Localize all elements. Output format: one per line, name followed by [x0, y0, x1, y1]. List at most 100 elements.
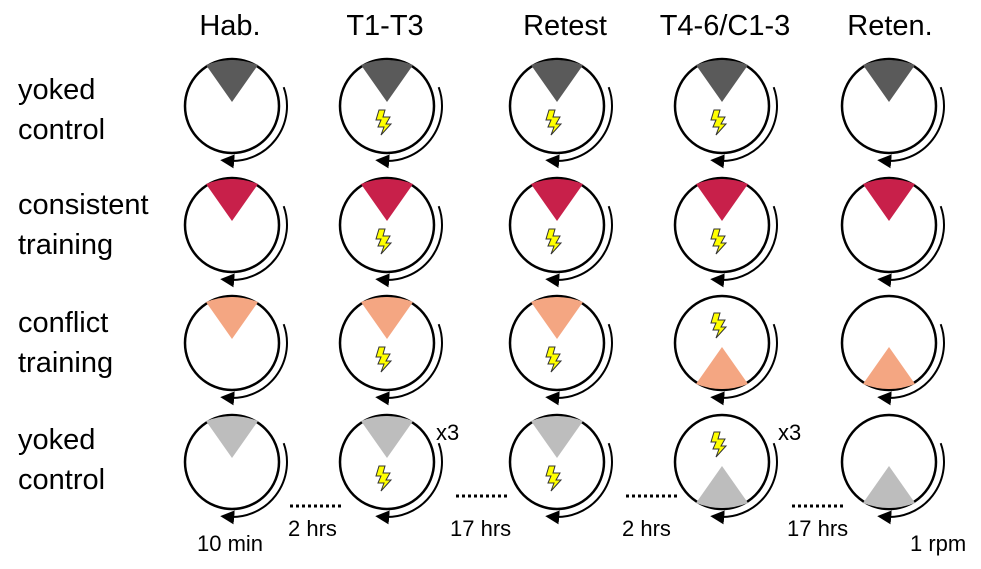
- arena-r1-c4: [673, 57, 778, 169]
- duration-gap-1: 2 hrs: [288, 516, 337, 541]
- arena-circle: [840, 57, 938, 155]
- lightning-bolt-icon: [375, 109, 393, 136]
- duration-hab: 10 min: [197, 531, 264, 556]
- shock-sector: [361, 297, 413, 339]
- arena-r1-c1: [183, 57, 288, 169]
- shock-sector: [696, 466, 748, 508]
- arena-r1-c5: [840, 57, 945, 169]
- arena-r2-c3: [508, 176, 613, 288]
- rotation-arrow-icon: [220, 205, 288, 288]
- rotation-arrow-icon: [710, 442, 778, 525]
- shock-sector: [361, 60, 413, 102]
- arena-r3-c1: [183, 294, 288, 406]
- repeat-label-t4-6: x3: [778, 420, 802, 445]
- rotation-arrow-icon: [545, 86, 613, 169]
- shock-sector: [531, 416, 583, 458]
- rotation-arrow-icon: [877, 86, 945, 169]
- shock-sector: [206, 297, 258, 339]
- arena-r1-c2: [338, 57, 443, 169]
- lightning-bolt-icon: [375, 346, 393, 373]
- arena-circle: [673, 57, 771, 155]
- arena-circle: [338, 294, 436, 392]
- arena-circle: [338, 413, 436, 511]
- shock-sector: [863, 466, 915, 508]
- lightning-bolt-icon: [710, 431, 728, 458]
- arena-r3-c3: [508, 294, 613, 406]
- arena-r2-c5: [840, 176, 945, 288]
- arena-r4-c2: [338, 413, 443, 525]
- arena-circle: [508, 413, 606, 511]
- lightning-bolt-icon: [545, 346, 563, 373]
- arena-circle: [673, 294, 771, 392]
- lightning-bolt-icon: [375, 228, 393, 255]
- lightning-bolt-icon: [710, 109, 728, 136]
- rotation-arrow-icon: [710, 205, 778, 288]
- duration-gap-3: 2 hrs: [622, 516, 671, 541]
- column-title-t1-t3: T1-T3: [346, 10, 424, 42]
- row-label-yoked-control-1-line2: control: [18, 114, 106, 146]
- shock-sector: [696, 60, 748, 102]
- rotation-arrow-icon: [375, 442, 443, 525]
- lightning-bolt-icon: [710, 228, 728, 255]
- shock-sector: [361, 179, 413, 221]
- arena-circle: [508, 294, 606, 392]
- arena-r3-c4: [673, 294, 778, 406]
- shock-sector: [863, 179, 915, 221]
- arena-r2-c4: [673, 176, 778, 288]
- arena-circle: [673, 413, 771, 511]
- arena-circle: [840, 294, 938, 392]
- arena-circle: [338, 57, 436, 155]
- arena-r3-c2: [338, 294, 443, 406]
- lightning-bolt-icon: [545, 109, 563, 136]
- rotation-arrow-icon: [545, 442, 613, 525]
- duration-gap-2: 17 hrs: [450, 516, 512, 541]
- lightning-bolt-icon: [545, 465, 563, 492]
- row-label-yoked-control-2-line2: control: [18, 464, 106, 496]
- arena-r4-c5: [840, 413, 945, 525]
- row-label-consistent-training-line1: consistent: [18, 189, 149, 221]
- column-title-hab: Hab.: [199, 10, 261, 42]
- row-label-conflict-training-line1: conflict: [18, 307, 109, 339]
- duration-gap-4: 17 hrs: [787, 516, 849, 541]
- shock-sector: [531, 297, 583, 339]
- shock-sector: [531, 179, 583, 221]
- arena-circle: [840, 176, 938, 274]
- arena-circle: [183, 294, 281, 392]
- shock-sector: [206, 60, 258, 102]
- column-title-t4-6-c1-3: T4-6/C1-3: [659, 10, 791, 42]
- rotation-arrow-icon: [220, 323, 288, 406]
- rotation-arrow-icon: [220, 442, 288, 525]
- rotation-arrow-icon: [877, 323, 945, 406]
- arena-circle: [183, 176, 281, 274]
- lightning-bolt-icon: [710, 312, 728, 339]
- rotation-arrow-icon: [375, 323, 443, 406]
- rotation-arrow-icon: [710, 86, 778, 169]
- rotation-arrow-icon: [220, 86, 288, 169]
- shock-sector: [863, 60, 915, 102]
- arena-circle: [508, 57, 606, 155]
- arena-r1-c3: [508, 57, 613, 169]
- rotation-arrow-icon: [375, 205, 443, 288]
- shock-sector: [361, 416, 413, 458]
- lightning-bolt-icon: [545, 228, 563, 255]
- rotation-arrow-icon: [877, 442, 945, 525]
- shock-sector: [863, 347, 915, 389]
- rotation-arrow-icon: [710, 323, 778, 406]
- row-label-yoked-control-1-line1: yoked: [18, 74, 96, 106]
- shock-sector: [696, 179, 748, 221]
- lightning-bolt-icon: [375, 465, 393, 492]
- arena-r4-c4: [673, 413, 778, 525]
- arena-circle: [338, 176, 436, 274]
- column-title-retest: Retest: [523, 10, 607, 42]
- column-title-reten: Reten.: [847, 10, 933, 42]
- row-label-consistent-training-line2: training: [18, 229, 114, 261]
- arena-r2-c1: [183, 176, 288, 288]
- repeat-label-t1-t3: x3: [436, 420, 460, 445]
- rotation-arrow-icon: [545, 205, 613, 288]
- shock-sector: [531, 60, 583, 102]
- shock-sector: [696, 347, 748, 389]
- arena-circle: [183, 413, 281, 511]
- arena-r4-c1: [183, 413, 288, 525]
- shock-sector: [206, 416, 258, 458]
